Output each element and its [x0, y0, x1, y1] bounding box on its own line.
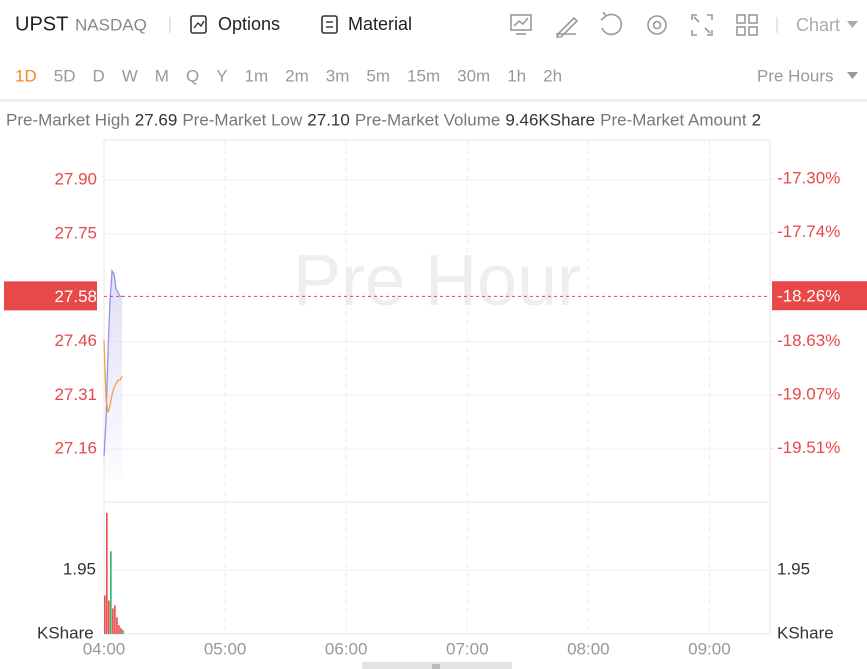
- volume-bar: [120, 628, 122, 634]
- average-line: [103, 339, 123, 413]
- options-icon: [190, 15, 207, 34]
- settings-icon[interactable]: [647, 15, 667, 35]
- watermark: Pre Hour: [293, 241, 581, 321]
- stat-label: Pre-Market Amount: [600, 110, 747, 129]
- stat-value: 9.46KShare: [505, 110, 595, 129]
- material-label: Material: [348, 14, 412, 34]
- dropdown-arrow: [847, 72, 858, 79]
- indicator-icon[interactable]: [510, 14, 532, 35]
- period-tab[interactable]: 15m: [407, 66, 440, 85]
- reset-icon[interactable]: [600, 11, 623, 36]
- dropdown-arrow: [847, 21, 858, 28]
- period-tab[interactable]: 1D: [15, 66, 37, 85]
- stat-label: Pre-Market Volume: [355, 110, 501, 129]
- chart-menu-label: Chart: [796, 15, 840, 35]
- layout-icon[interactable]: [736, 14, 758, 36]
- period-tab[interactable]: 5m: [366, 66, 390, 85]
- y2-tick-label: -17.30%: [777, 169, 840, 188]
- stat-label: Pre-Market High: [6, 110, 130, 129]
- stat-value: 27.69: [135, 110, 178, 129]
- volume-bar: [112, 608, 114, 634]
- draw-icon[interactable]: [555, 16, 579, 38]
- y-tick-label: 27.75: [54, 223, 97, 242]
- volume-bar: [122, 630, 124, 634]
- last-price-label: 27.58: [54, 287, 97, 306]
- volume-bar: [104, 595, 106, 634]
- volume-bar: [118, 625, 120, 634]
- y2-tick-label: -19.07%: [777, 385, 840, 404]
- volume-bar: [110, 551, 112, 634]
- y-tick-label: 27.16: [54, 439, 97, 458]
- period-tab[interactable]: 1m: [245, 66, 269, 85]
- stat-value: 27.10: [307, 110, 350, 129]
- options-icon-line: [193, 20, 205, 29]
- x-tick-label: 08:00: [567, 639, 610, 658]
- chart-menu[interactable]: Chart: [796, 15, 858, 35]
- x-tick-label: 07:00: [446, 639, 489, 658]
- y-tick-label: 27.31: [54, 385, 97, 404]
- last-change-label: -18.26%: [777, 287, 840, 306]
- y-tick-label: 27.90: [54, 169, 97, 188]
- volume-unit-right: KShare: [777, 623, 834, 642]
- period-tab[interactable]: 30m: [457, 66, 490, 85]
- period-tab[interactable]: 5D: [54, 66, 76, 85]
- symbol: UPST: [15, 13, 68, 35]
- y2-tick-label: -19.51%: [777, 438, 840, 457]
- plot-frame: [103, 139, 771, 635]
- fullscreen-icon[interactable]: [691, 14, 713, 36]
- period-bar: 1D 5D D W M Q Y 1m 2m 3m 5m 15m 30m 1h 2h: [15, 66, 562, 85]
- scrollbar-handle[interactable]: [432, 664, 440, 669]
- period-tab[interactable]: D: [92, 66, 104, 85]
- stat-label: Pre-Market Low: [182, 110, 303, 129]
- y-tick-label: 27.46: [54, 331, 97, 350]
- period-tab[interactable]: Y: [216, 66, 227, 85]
- exchange: NASDAQ: [75, 15, 147, 34]
- period-tab[interactable]: 2m: [285, 66, 309, 85]
- session-menu[interactable]: Pre Hours: [757, 66, 858, 85]
- volume-tick-label: 1.95: [63, 559, 96, 578]
- x-tick-label: 05:00: [204, 639, 247, 658]
- options-label: Options: [218, 14, 280, 34]
- options-button[interactable]: Options: [190, 14, 280, 34]
- price-area: [104, 270, 123, 480]
- chart: Pre Hour 04:00 05:00 06:00 07:00 08:00 09:00 2…: [4, 139, 867, 658]
- x-tick-label: 09:00: [688, 639, 731, 658]
- y2-tick-label: -18.63%: [777, 331, 840, 350]
- volume-bar: [114, 605, 116, 634]
- volume-bar: [108, 600, 110, 634]
- volume-bar: [116, 617, 118, 634]
- session-label: Pre Hours: [757, 66, 834, 85]
- volume-tick-label-right: 1.95: [777, 559, 810, 578]
- period-tab[interactable]: 1h: [507, 66, 526, 85]
- last-change-badge: [772, 281, 867, 311]
- separator: [0, 99, 867, 102]
- material-button[interactable]: Material: [321, 14, 412, 34]
- material-icon: [321, 15, 338, 34]
- stats-bar: Pre-Market High 27.69 Pre-Market Low 27.10 P…: [6, 110, 761, 129]
- y2-tick-label: -17.74%: [777, 222, 840, 241]
- volume-bar: [106, 512, 108, 634]
- last-price-badge: [4, 281, 97, 311]
- price-line: [103, 268, 123, 457]
- period-tab[interactable]: Q: [186, 66, 199, 85]
- period-tab[interactable]: W: [122, 66, 138, 85]
- volume-unit: KShare: [37, 623, 94, 642]
- period-tab[interactable]: 2h: [543, 66, 562, 85]
- period-tab[interactable]: M: [155, 66, 169, 85]
- stat-value: 2: [752, 110, 761, 129]
- x-tick-label: 06:00: [325, 639, 368, 658]
- period-tab[interactable]: 3m: [326, 66, 350, 85]
- x-tick-label: 04:00: [83, 639, 126, 658]
